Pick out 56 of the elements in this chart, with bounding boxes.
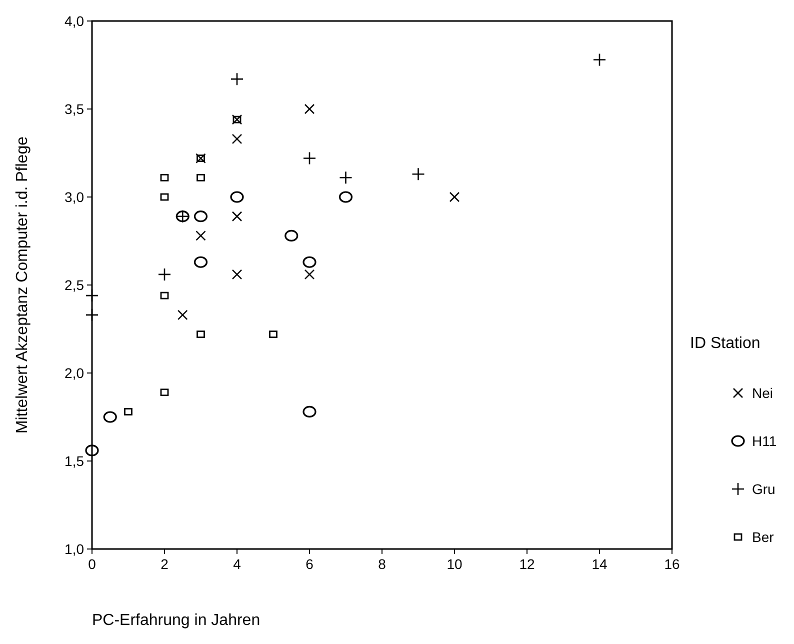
point — [158, 268, 172, 282]
x-tick-label: 0 — [88, 556, 96, 572]
point — [160, 292, 169, 300]
point — [196, 330, 205, 338]
y-axis-title: Mittelwert Akzeptanz Computer i.d. Pflege — [14, 136, 31, 434]
x-tick-label: 12 — [519, 556, 535, 572]
point — [85, 288, 99, 302]
point — [302, 152, 316, 165]
point — [302, 256, 316, 268]
point — [412, 167, 425, 181]
point — [449, 192, 460, 202]
x-tick-label: 14 — [592, 556, 608, 572]
point — [269, 330, 278, 338]
point — [196, 174, 205, 182]
point — [124, 408, 132, 416]
point — [232, 269, 242, 280]
point — [194, 256, 208, 268]
legend-label: Gru — [752, 480, 776, 497]
legend-label: H11 — [752, 432, 777, 449]
point — [160, 174, 169, 182]
y-tick-label: 4,0 — [64, 12, 84, 29]
x-axis-title: PC-Erfahrung in Jahren — [92, 612, 260, 629]
point — [194, 210, 208, 222]
point — [304, 104, 315, 114]
point — [196, 230, 206, 241]
point — [103, 411, 117, 423]
point — [230, 191, 244, 203]
point — [284, 230, 298, 242]
y-tick-label: 1,0 — [64, 540, 84, 557]
x-tick-label: 6 — [306, 556, 314, 572]
point — [160, 193, 169, 201]
y-tick-label: 1,5 — [64, 452, 84, 469]
x-tick-label: 2 — [160, 556, 169, 572]
point — [304, 269, 315, 280]
y-tick-label: 3,0 — [64, 188, 84, 205]
legend-label: Ber — [752, 528, 774, 545]
x-tick-label: 4 — [233, 556, 242, 572]
point — [232, 211, 242, 222]
point — [177, 310, 188, 320]
point — [339, 170, 352, 184]
point — [230, 72, 244, 86]
y-tick-label: 2,0 — [64, 364, 84, 381]
x-tick-label: 8 — [378, 556, 386, 572]
point — [85, 444, 99, 456]
point — [302, 406, 316, 418]
point — [592, 53, 606, 66]
point — [232, 134, 242, 144]
y-tick-label: 2,5 — [64, 276, 84, 293]
legend-title: ID Station — [690, 335, 760, 352]
point — [85, 308, 99, 322]
point — [160, 388, 169, 396]
x-tick-label: 16 — [664, 556, 680, 572]
legend-label: Nei — [752, 384, 774, 401]
y-tick-label: 3,5 — [64, 100, 84, 117]
x-tick-label: 10 — [446, 556, 462, 572]
point — [338, 191, 353, 203]
